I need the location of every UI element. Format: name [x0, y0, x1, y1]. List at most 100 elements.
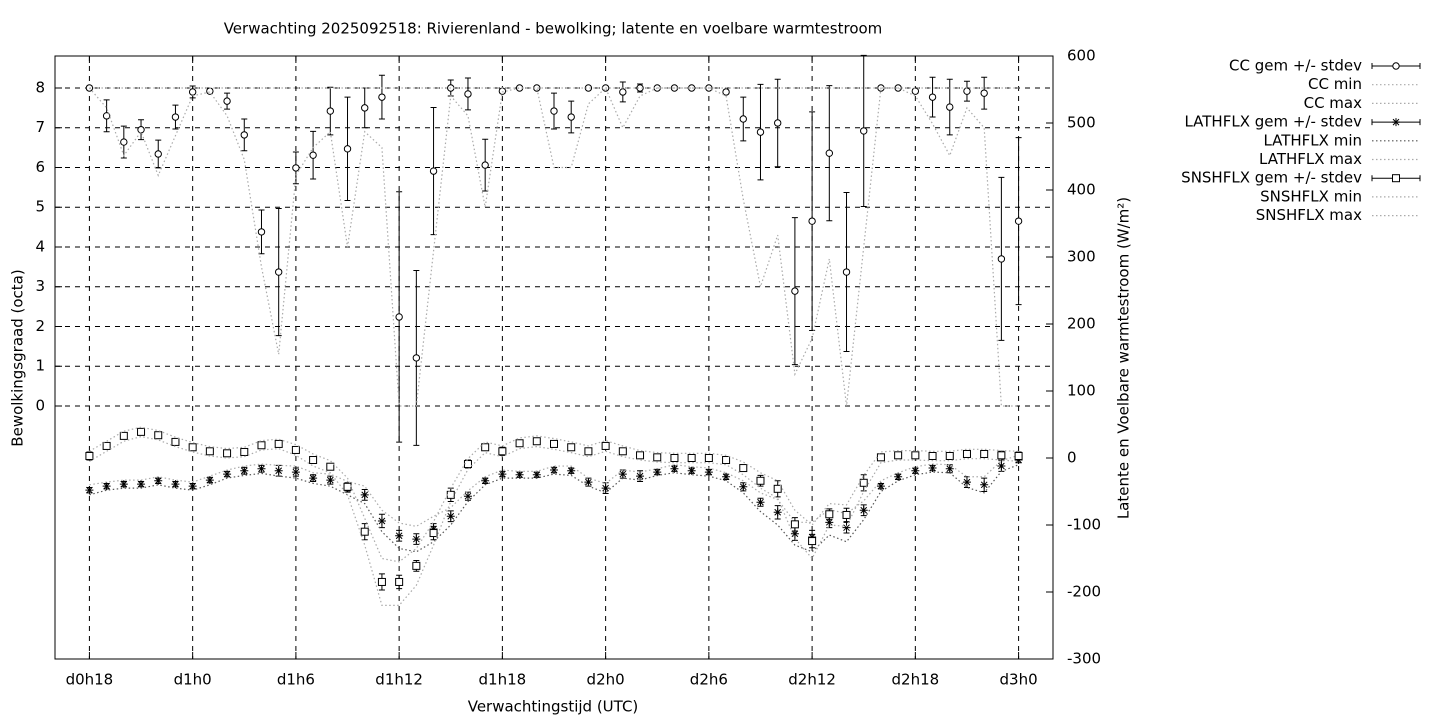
y2-tick-label: -100	[1067, 516, 1101, 534]
point	[188, 443, 197, 452]
point	[756, 128, 765, 136]
x-tick-label: d1h12	[375, 671, 423, 689]
point	[154, 150, 162, 158]
point	[962, 478, 971, 487]
point	[773, 119, 782, 127]
point	[171, 437, 180, 446]
y-tick-label: 1	[35, 357, 45, 375]
point	[446, 490, 455, 499]
point	[360, 490, 369, 499]
y-tick-label: 6	[35, 158, 45, 176]
point	[498, 87, 507, 95]
point	[274, 268, 283, 276]
point	[102, 441, 111, 450]
point	[567, 443, 576, 452]
y-tick-label: 7	[35, 118, 45, 136]
point	[137, 427, 146, 436]
x-tick-label: d2h12	[788, 671, 836, 689]
point	[859, 478, 868, 487]
legend-label: CC max	[1304, 94, 1363, 112]
y2-tick-label: 0	[1067, 449, 1077, 467]
point	[670, 454, 679, 462]
y2-axis-label: Latente en Voelbare warmtestroom (W/m²)	[1115, 197, 1133, 519]
legend-label: CC gem +/- stdev	[1229, 57, 1362, 75]
point	[997, 462, 1006, 471]
point	[446, 512, 455, 521]
y2-tick-label: 100	[1067, 382, 1096, 400]
point	[550, 107, 558, 115]
point	[945, 451, 954, 460]
point	[756, 476, 765, 485]
point	[704, 468, 713, 477]
point	[154, 476, 163, 485]
point	[825, 149, 834, 157]
point	[653, 468, 662, 477]
point	[137, 480, 146, 489]
point	[85, 451, 94, 460]
point	[326, 107, 335, 115]
point	[188, 482, 197, 491]
point	[980, 449, 989, 458]
point	[137, 126, 145, 134]
point	[292, 164, 300, 172]
point	[808, 537, 817, 546]
point	[223, 470, 232, 479]
point	[257, 228, 266, 236]
x-tick-label: d2h0	[587, 671, 625, 689]
point	[636, 472, 645, 481]
point	[550, 439, 558, 448]
point	[876, 453, 885, 462]
point	[378, 93, 386, 101]
point	[1392, 174, 1400, 183]
point	[842, 268, 851, 276]
point	[860, 127, 868, 135]
point	[154, 431, 163, 440]
point	[309, 456, 318, 465]
point	[825, 518, 834, 527]
point	[206, 87, 214, 95]
legend-label: CC min	[1308, 75, 1362, 93]
y-tick-label: 4	[35, 237, 45, 255]
point	[343, 145, 352, 153]
point	[240, 447, 249, 456]
point	[119, 431, 128, 440]
point	[739, 482, 748, 491]
point	[481, 476, 490, 485]
y2-tick-label: -300	[1067, 650, 1101, 668]
y2-tick-label: 200	[1067, 315, 1096, 333]
point	[928, 93, 937, 101]
point	[980, 89, 988, 97]
x-axis-label: Verwachtingstijd (UTC)	[468, 698, 639, 716]
point	[205, 447, 214, 456]
point	[395, 577, 404, 586]
point	[395, 313, 403, 321]
y2-tick-label: 600	[1067, 47, 1096, 65]
point	[120, 138, 128, 146]
point	[962, 449, 971, 458]
point	[257, 464, 266, 473]
point	[911, 466, 920, 475]
point	[1014, 217, 1023, 225]
point	[274, 466, 283, 475]
point	[876, 482, 885, 491]
point	[171, 480, 180, 489]
point	[463, 492, 472, 501]
point	[240, 131, 248, 139]
point	[412, 561, 421, 570]
y2-tick-label: 300	[1067, 248, 1096, 266]
point	[997, 451, 1006, 460]
point	[894, 451, 903, 460]
point	[481, 443, 490, 452]
point	[223, 449, 232, 458]
point	[360, 527, 369, 536]
legend-label: LATHFLX gem +/- stdev	[1184, 113, 1362, 131]
point	[171, 113, 180, 121]
x-tick-label: d2h6	[690, 671, 728, 689]
point	[240, 466, 249, 475]
x-tick-label: d2h18	[892, 671, 940, 689]
point	[309, 151, 317, 159]
point	[601, 484, 610, 493]
point	[963, 87, 971, 95]
point	[773, 484, 782, 493]
